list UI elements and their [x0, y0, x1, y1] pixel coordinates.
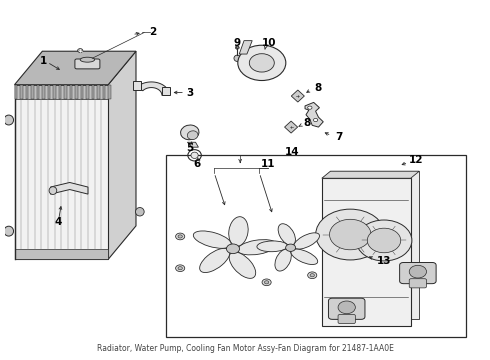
FancyBboxPatch shape [338, 314, 355, 324]
Bar [70, 85, 73, 99]
Circle shape [226, 244, 240, 253]
FancyBboxPatch shape [409, 279, 426, 288]
Ellipse shape [291, 249, 318, 265]
Polygon shape [187, 142, 198, 147]
Ellipse shape [308, 106, 312, 109]
Circle shape [329, 219, 371, 250]
Ellipse shape [294, 233, 319, 249]
Ellipse shape [310, 274, 315, 277]
Ellipse shape [4, 115, 14, 125]
Text: 11: 11 [261, 159, 275, 169]
Ellipse shape [77, 49, 83, 53]
Ellipse shape [308, 272, 317, 279]
Ellipse shape [234, 55, 241, 62]
Ellipse shape [49, 187, 57, 194]
Circle shape [249, 54, 274, 72]
Polygon shape [322, 178, 411, 327]
FancyBboxPatch shape [400, 262, 436, 284]
Circle shape [286, 244, 295, 251]
Bar [37, 85, 39, 99]
Ellipse shape [187, 131, 198, 140]
Ellipse shape [314, 118, 318, 122]
Text: 7: 7 [335, 132, 343, 142]
Polygon shape [285, 121, 297, 133]
Bar [166, 155, 466, 337]
Ellipse shape [229, 252, 256, 278]
Bar [92, 85, 95, 99]
Ellipse shape [175, 233, 185, 240]
Bar [102, 85, 105, 99]
Ellipse shape [257, 241, 288, 252]
Text: 2: 2 [149, 27, 156, 37]
Ellipse shape [237, 240, 277, 255]
Polygon shape [162, 86, 170, 95]
Ellipse shape [136, 207, 144, 216]
Bar [97, 85, 100, 99]
Bar [25, 85, 28, 99]
Bar [64, 85, 67, 99]
Polygon shape [137, 82, 170, 95]
Polygon shape [239, 41, 252, 54]
Ellipse shape [194, 231, 231, 248]
Ellipse shape [175, 265, 185, 271]
Circle shape [356, 220, 412, 261]
Bar [108, 85, 111, 99]
Ellipse shape [275, 249, 292, 271]
Text: 14: 14 [285, 147, 299, 157]
Ellipse shape [4, 226, 14, 236]
Text: 12: 12 [409, 154, 423, 165]
Circle shape [368, 228, 401, 253]
Polygon shape [50, 183, 88, 194]
Text: 1: 1 [40, 56, 47, 66]
Text: 3: 3 [186, 87, 194, 98]
Bar [20, 85, 23, 99]
Circle shape [316, 209, 385, 260]
Circle shape [409, 265, 426, 278]
Circle shape [238, 45, 286, 81]
Circle shape [338, 301, 355, 314]
Ellipse shape [235, 46, 239, 49]
Bar [59, 85, 61, 99]
Text: 4: 4 [54, 217, 61, 227]
Bar [75, 85, 78, 99]
Ellipse shape [181, 125, 199, 140]
Polygon shape [305, 102, 323, 127]
Text: 8: 8 [304, 118, 311, 128]
Polygon shape [133, 81, 141, 90]
Ellipse shape [229, 217, 248, 246]
Ellipse shape [178, 235, 182, 238]
Bar [15, 85, 17, 99]
Bar [80, 85, 83, 99]
Ellipse shape [80, 57, 95, 62]
Ellipse shape [262, 279, 271, 286]
Polygon shape [108, 51, 136, 259]
Ellipse shape [178, 267, 182, 270]
Text: 8: 8 [315, 82, 321, 93]
Ellipse shape [265, 281, 269, 284]
Text: 6: 6 [194, 159, 200, 169]
Bar [86, 85, 89, 99]
Text: 13: 13 [377, 256, 392, 266]
Polygon shape [322, 171, 419, 178]
Text: Radiator, Water Pump, Cooling Fan Motor Assy-Fan Diagram for 21487-1AA0E: Radiator, Water Pump, Cooling Fan Motor … [97, 344, 393, 353]
Ellipse shape [191, 152, 198, 158]
Polygon shape [291, 90, 304, 102]
Bar [31, 85, 34, 99]
Polygon shape [15, 85, 108, 99]
Text: 10: 10 [262, 39, 276, 49]
Ellipse shape [199, 248, 230, 273]
Polygon shape [15, 249, 108, 259]
Polygon shape [15, 51, 136, 85]
Text: 5: 5 [187, 143, 194, 153]
Bar [53, 85, 56, 99]
FancyBboxPatch shape [75, 59, 100, 69]
Polygon shape [330, 171, 419, 319]
Bar [42, 85, 45, 99]
FancyBboxPatch shape [328, 298, 365, 319]
Text: 9: 9 [234, 39, 241, 49]
Bar [48, 85, 50, 99]
Ellipse shape [278, 224, 295, 245]
Polygon shape [15, 85, 108, 259]
